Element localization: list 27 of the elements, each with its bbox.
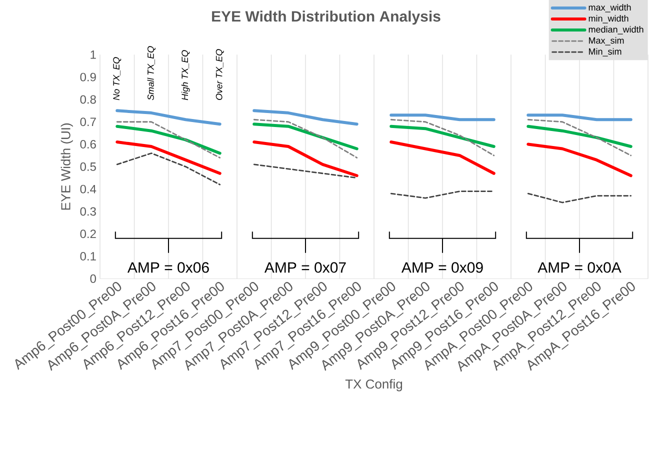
y-tick-label: 0.8: [80, 95, 96, 104]
annotation: High TX_EQ: [181, 50, 190, 100]
y-tick-label: 0.2: [80, 230, 96, 238]
annotation: AMP = 0x06: [127, 262, 209, 273]
y-axis-title: EYE Width (UI): [60, 124, 73, 210]
x-axis-title: TX Config: [345, 379, 402, 392]
legend-label: Max_sim: [589, 37, 624, 46]
annotation: AMP = 0x0A: [538, 262, 622, 273]
y-tick-label: 0.4: [80, 184, 96, 194]
annotation: Over TX_EQ: [216, 49, 224, 100]
legend-label: Min_sim: [589, 48, 622, 57]
annotation: Small TX_EQ: [147, 46, 156, 100]
chart-title: EYE Width Distribution Analysis: [212, 10, 440, 25]
y-tick-label: 0.6: [80, 140, 96, 149]
y-tick-label: 0.9: [80, 72, 96, 82]
legend-label: median_width: [588, 26, 644, 34]
y-tick-label: 0.7: [80, 118, 96, 126]
y-tick-label: 0.3: [80, 207, 96, 216]
y-tick-label: 0.1: [80, 252, 96, 261]
y-tick-label: 0.5: [80, 162, 96, 172]
y-tick-label: 1: [90, 50, 96, 59]
legend-label: max_width: [588, 4, 631, 12]
y-tick-label: 0: [90, 274, 96, 284]
annotation: No TX_EQ: [113, 57, 122, 100]
annotation: AMP = 0x09: [401, 262, 483, 273]
annotation: AMP = 0x07: [264, 262, 346, 273]
legend-label: min_width: [588, 15, 628, 24]
